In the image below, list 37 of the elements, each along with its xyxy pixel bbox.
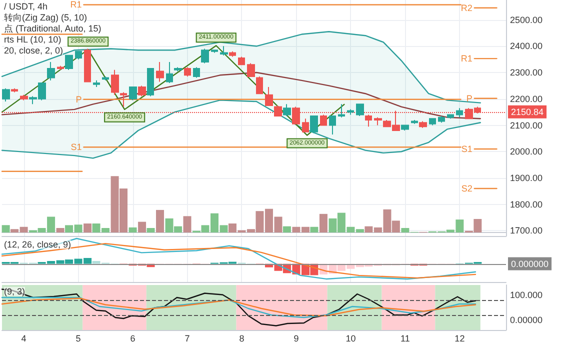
y-tick-label: 2100.00 — [510, 120, 543, 130]
series-label: S2 — [461, 184, 472, 194]
annotation: (9, 3) — [4, 286, 26, 296]
x-tick-label: 4 — [21, 334, 26, 344]
x-tick-label: 9 — [294, 334, 299, 344]
y-tick-label: 1700.00 — [510, 226, 543, 236]
y-tick-label: 2200.00 — [510, 94, 543, 104]
series-label: S1 — [461, 144, 472, 154]
ref-line-label: 2150.84 — [511, 106, 544, 117]
y-tick-label: 2300.00 — [510, 68, 543, 78]
series-label: P — [76, 94, 82, 104]
y-tick-label: 1900.00 — [510, 172, 543, 183]
annotation: (12, 26, close, 9) — [4, 240, 72, 250]
x-tick-label: 11 — [400, 334, 410, 344]
series-label: S1 — [70, 142, 82, 152]
y-tick-label: 2000.00 — [510, 146, 543, 157]
annotation: / USDT, 4h — [4, 2, 48, 12]
series-label: R2 — [460, 2, 472, 13]
x-tick-label: 7 — [184, 334, 190, 344]
x-tick-label: 10 — [346, 334, 356, 344]
series-label: R1 — [70, 0, 82, 10]
y-tick-label: 2500.00 — [510, 14, 543, 25]
y-tick-label: 1800.00 — [510, 199, 543, 210]
y-tick-label: 100.000 — [510, 290, 543, 300]
annotation: 20, close, 2, 0) — [4, 46, 64, 56]
annotation: 转向(Zig Zag) (5, 10) — [4, 12, 88, 22]
x-tick-label: 6 — [130, 334, 136, 344]
y-tick-label: 2400.00 — [510, 41, 543, 52]
y-tick-label: 0.00000 — [510, 315, 543, 325]
annotation: rts HL (10, 10) — [4, 34, 62, 44]
ref-line-label: 0.000000 — [511, 258, 549, 269]
series-label: R1 — [460, 54, 472, 64]
x-tick-label: 12 — [454, 334, 465, 344]
series-label: P — [466, 93, 472, 104]
x-tick-label: 5 — [76, 334, 81, 344]
x-tick-label: 8 — [239, 334, 244, 344]
annotation: 点 (Traditional, Auto, 15) — [4, 24, 102, 34]
